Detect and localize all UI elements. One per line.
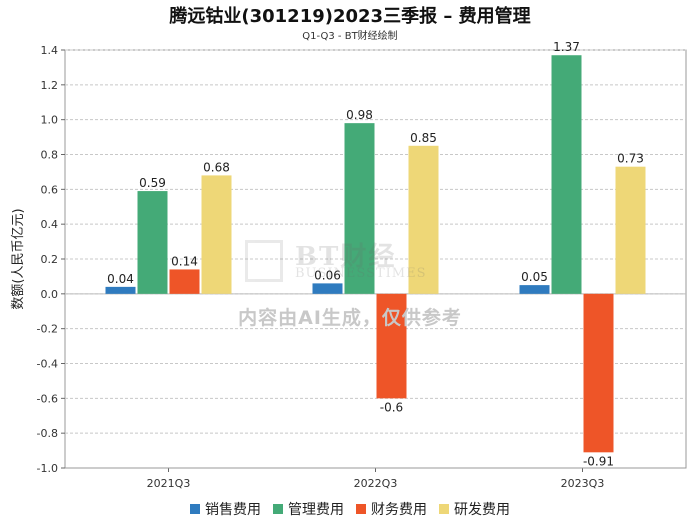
y-tick-label: 0.8 — [41, 149, 59, 162]
bar-4 — [201, 175, 232, 294]
legend-swatch-icon — [273, 504, 283, 514]
bar-3 — [376, 293, 407, 399]
chart-title: 腾远钴业(301219)2023三季报 – 费用管理 — [169, 6, 531, 27]
x-tick-label: 2021Q3 — [147, 477, 191, 490]
bar-2 — [137, 191, 168, 294]
legend-swatch-icon — [439, 504, 449, 514]
legend-label: 财务费用 — [371, 502, 427, 518]
legend-item: 研发费用 — [439, 499, 510, 519]
bar-1 — [519, 285, 550, 294]
y-tick-label: -0.6 — [37, 392, 58, 405]
legend-item: 财务费用 — [356, 499, 427, 519]
bar-2 — [551, 55, 582, 294]
bar-3 — [583, 293, 614, 453]
x-tick-label: 2023Q3 — [561, 477, 605, 490]
y-tick-label: 1.0 — [41, 114, 59, 127]
data-label: 0.68 — [203, 160, 230, 174]
data-label: 0.05 — [521, 270, 548, 284]
y-tick-label: 0.2 — [41, 253, 59, 266]
y-tick-label: 1.4 — [41, 44, 59, 57]
y-tick-label: 0.4 — [41, 218, 59, 231]
y-tick-label: -0.4 — [37, 358, 58, 371]
legend-label: 销售费用 — [205, 502, 261, 518]
bar-1 — [312, 283, 343, 294]
y-tick-label: 1.2 — [41, 79, 59, 92]
data-label: -0.6 — [380, 400, 403, 414]
y-tick-label: -0.8 — [37, 427, 58, 440]
legend-item: 销售费用 — [190, 499, 261, 519]
legend-label: 研发费用 — [454, 502, 510, 518]
bar-2 — [344, 123, 375, 294]
y-tick-label: -1.0 — [37, 462, 58, 475]
x-tick-label: 2022Q3 — [354, 477, 398, 490]
data-label: 0.14 — [171, 254, 198, 268]
legend-label: 管理费用 — [288, 502, 344, 518]
data-label: 0.06 — [314, 268, 341, 282]
y-tick-label: 0.6 — [41, 183, 59, 196]
bar-1 — [105, 286, 136, 294]
data-label: 0.85 — [410, 131, 437, 145]
y-axis-label: 数额(人民币亿元) — [11, 208, 26, 309]
legend-item: 管理费用 — [273, 499, 344, 519]
legend-swatch-icon — [356, 504, 366, 514]
data-label: -0.91 — [583, 454, 614, 468]
chart-legend: 销售费用 管理费用 财务费用 研发费用 — [0, 499, 700, 519]
bar-4 — [615, 166, 646, 294]
chart-subtitle: Q1-Q3 - BT财经绘制 — [302, 31, 398, 42]
y-tick-label: -0.2 — [37, 323, 58, 336]
data-label: 1.37 — [553, 40, 580, 54]
data-label: 0.73 — [617, 152, 644, 166]
bar-4 — [408, 145, 439, 294]
legend-swatch-icon — [190, 504, 200, 514]
data-label: 0.59 — [139, 176, 166, 190]
bar-3 — [169, 269, 200, 294]
data-label: 0.04 — [107, 272, 134, 286]
data-label: 0.98 — [346, 108, 373, 122]
y-tick-label: 0.0 — [41, 288, 59, 301]
